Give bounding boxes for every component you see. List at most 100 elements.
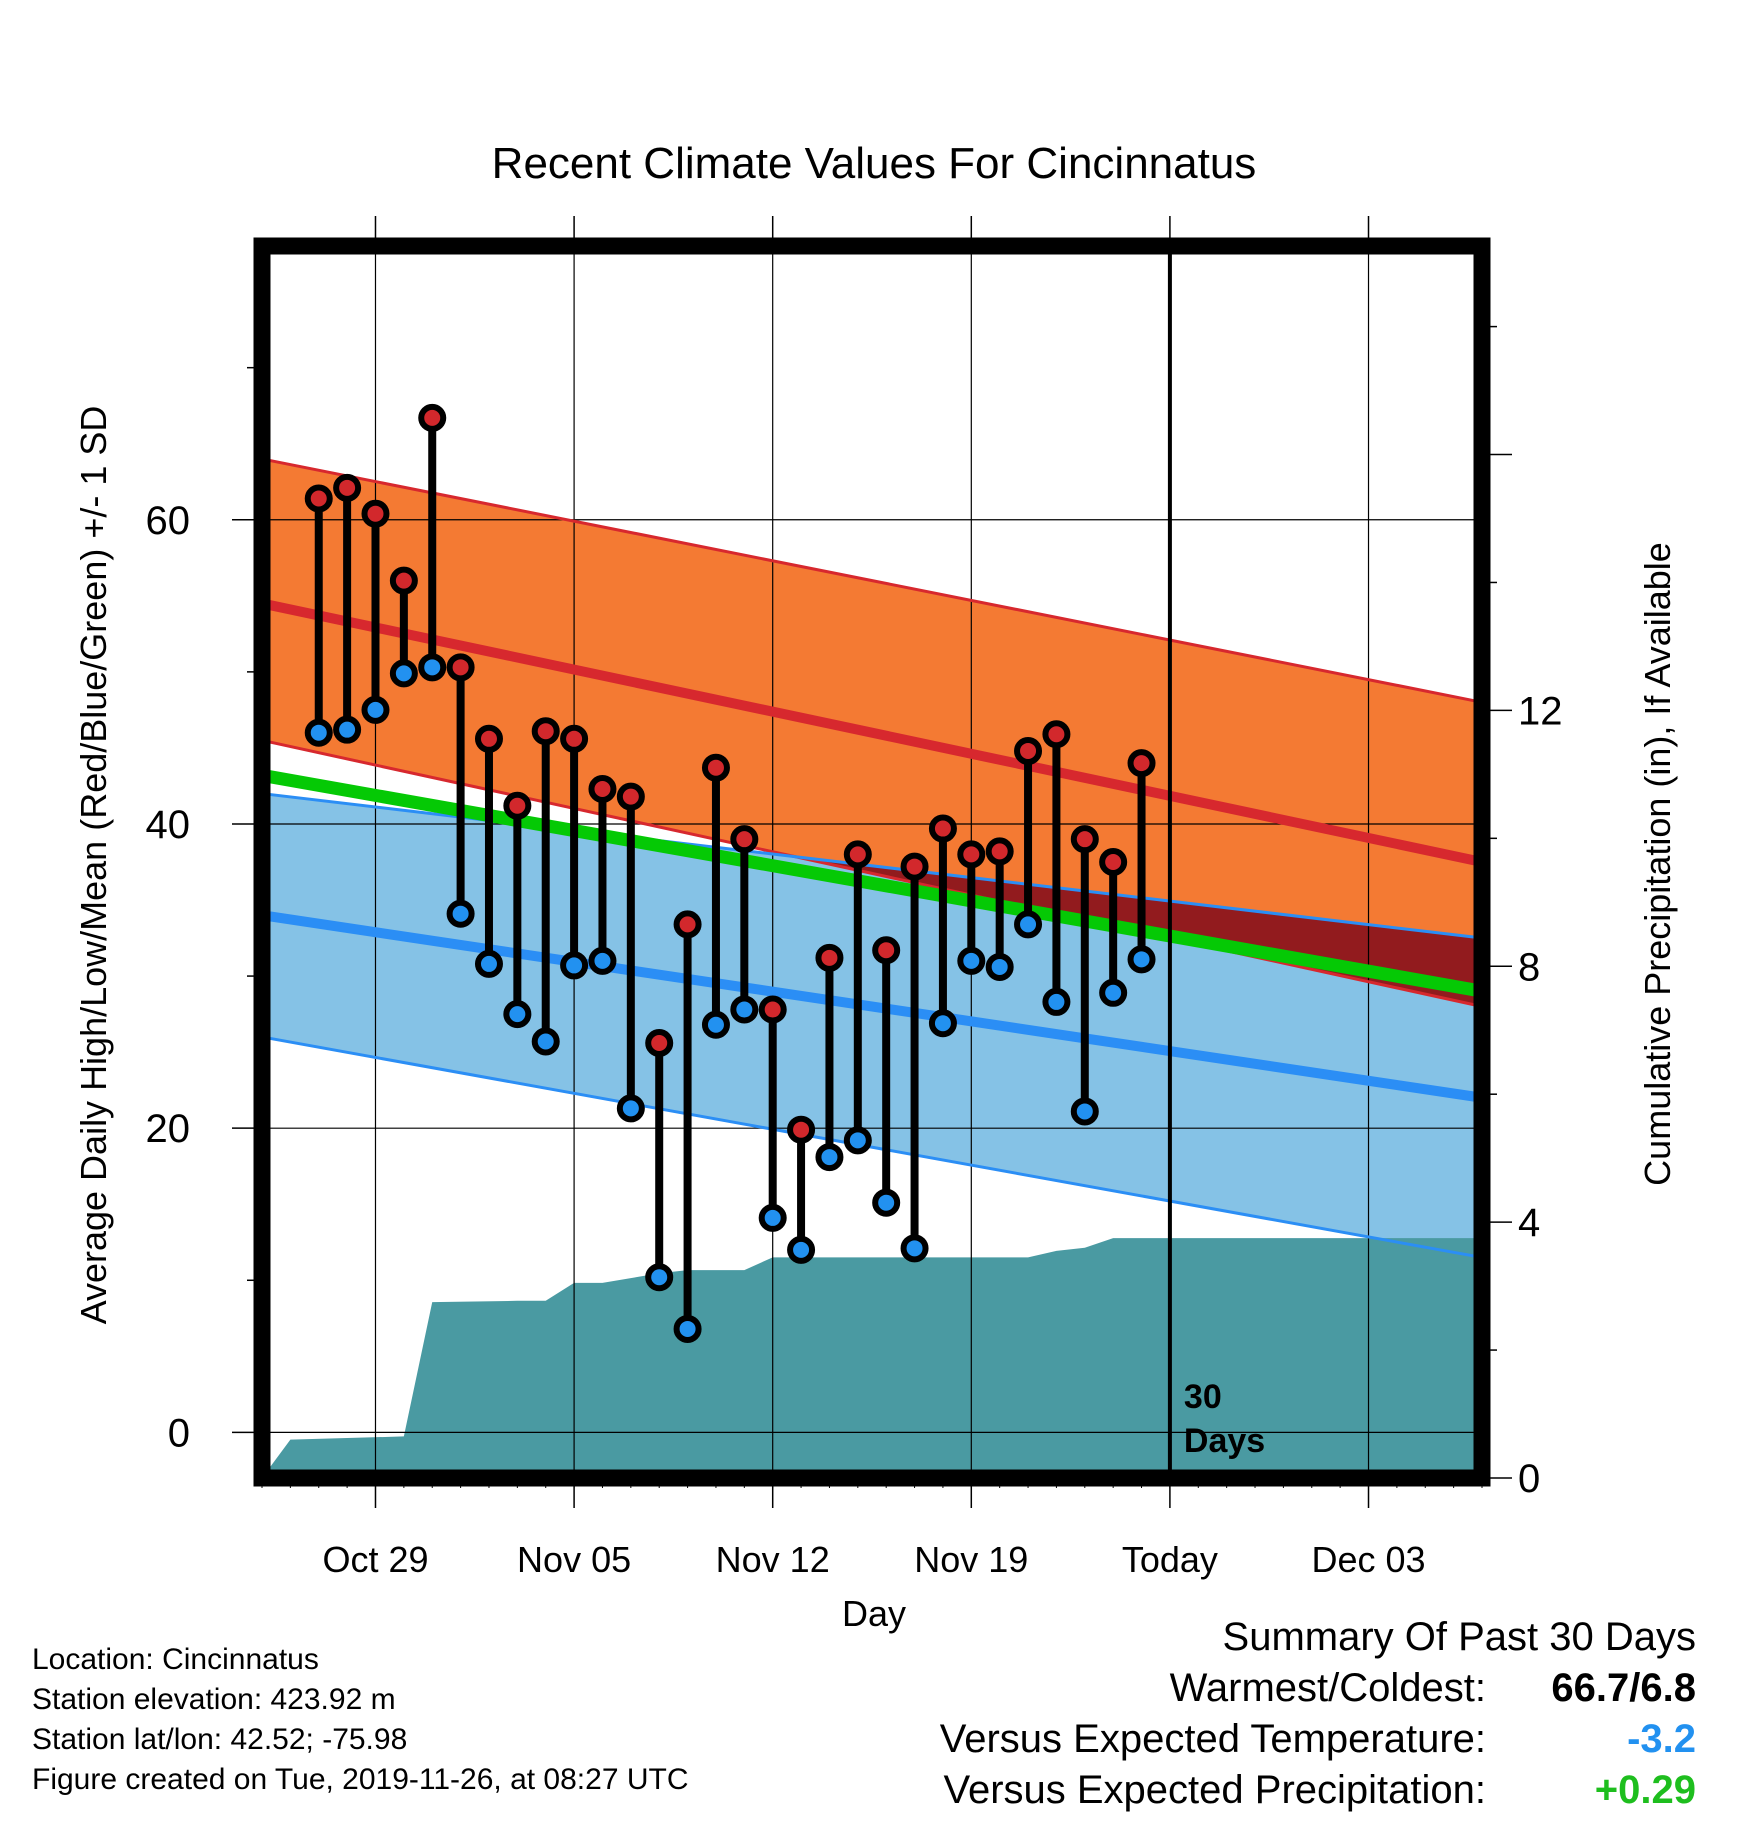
daily-low-point [843, 1126, 872, 1155]
y-axis-label-left: Average Daily High/Low/Mean (Red/Blue/Gr… [73, 406, 114, 1325]
daily-high-point [616, 782, 645, 811]
elevation-text: Station elevation: 423.92 m [32, 1683, 396, 1716]
x-axis-label: Day [842, 1593, 906, 1634]
daily-high-point [333, 473, 362, 502]
y-right-tick-label: 0 [1518, 1457, 1540, 1501]
y-left-tick-label: 0 [168, 1411, 190, 1455]
daily-low-point [418, 653, 447, 682]
daily-high-point [730, 825, 759, 854]
daily-low-point [787, 1235, 816, 1264]
daily-high-point [1014, 736, 1043, 765]
daily-low-point [389, 659, 418, 688]
daily-low-point [503, 1000, 532, 1029]
x-tick-label: Nov 12 [716, 1539, 830, 1580]
daily-low-point [333, 715, 362, 744]
daily-high-point [1127, 749, 1156, 778]
created-text: Figure created on Tue, 2019-11-26, at 08… [32, 1763, 689, 1796]
daily-low-point [1014, 910, 1043, 939]
precip-area [262, 1238, 1482, 1478]
daily-high-point [361, 499, 390, 528]
daily-low-point [957, 946, 986, 975]
daily-low-point [985, 952, 1014, 981]
warmest-value: 66.7/6.8 [1551, 1666, 1696, 1710]
daily-low-point [361, 695, 390, 724]
daily-high-point [446, 653, 475, 682]
daily-high-point [1042, 720, 1071, 749]
daily-high-point [758, 995, 787, 1024]
daily-high-point [531, 717, 560, 746]
daily-high-point [474, 724, 503, 753]
daily-high-point [815, 943, 844, 972]
daily-high-point [1070, 825, 1099, 854]
x-tick-label: Dec 03 [1311, 1539, 1425, 1580]
daily-high-point [418, 403, 447, 432]
latlon-text: Station lat/lon: 42.52; -75.98 [32, 1723, 408, 1756]
high-lower-line [261, 738, 1483, 1008]
y-right-tick-label: 8 [1518, 945, 1540, 989]
precip-departure-label: Versus Expected Precipitation: [943, 1768, 1486, 1812]
temp-departure-label: Versus Expected Temperature: [939, 1717, 1486, 1761]
daily-low-point [616, 1094, 645, 1123]
summary-panel: Summary Of Past 30 Days Warmest/Coldest:… [940, 1612, 1696, 1816]
plot-area: 30 Days [260, 246, 1484, 1478]
daily-low-point [758, 1203, 787, 1232]
daily-low-point [560, 951, 589, 980]
daily-low-point [872, 1188, 901, 1217]
average-mean-line [260, 768, 1484, 998]
daily-low-point [701, 1010, 730, 1039]
daily-low-point [304, 718, 333, 747]
temp-departure-value: -3.2 [1627, 1717, 1696, 1761]
daily-high-point [957, 840, 986, 869]
y-left-tick-label: 20 [146, 1107, 191, 1151]
location-text: Location: Cincinnatus [32, 1643, 319, 1676]
daily-high-point [503, 791, 532, 820]
daily-high-point [673, 910, 702, 939]
daily-high-point [900, 852, 929, 881]
daily-low-point [1099, 978, 1128, 1007]
daily-low-point [673, 1314, 702, 1343]
daily-high-point [701, 753, 730, 782]
daily-low-point [446, 899, 475, 928]
plot-frame [253, 237, 1491, 1487]
x-tick-label: Nov 05 [517, 1539, 631, 1580]
high-upper-line [261, 457, 1483, 704]
daily-low-point [1127, 945, 1156, 974]
y-left-tick-label: 60 [146, 499, 191, 543]
x-tick-label: Today [1122, 1539, 1218, 1580]
daily-low-point [900, 1234, 929, 1263]
y-left-tick-label: 40 [146, 803, 191, 847]
daily-high-point [872, 936, 901, 965]
summary-warmest-row: Warmest/Coldest: 66.7/6.8 [940, 1663, 1696, 1714]
summary-precip-row: Versus Expected Precipitation: +0.29 [940, 1765, 1696, 1816]
high-mean-line [260, 598, 1484, 867]
daily-low-point [531, 1027, 560, 1056]
low-mean-line [261, 910, 1483, 1103]
daily-low-point [815, 1143, 844, 1172]
precip-departure-value: +0.29 [1594, 1768, 1696, 1812]
daily-high-point [843, 840, 872, 869]
summary-temp-row: Versus Expected Temperature: -3.2 [940, 1714, 1696, 1765]
daily-low-point [588, 946, 617, 975]
daily-low-point [928, 1009, 957, 1038]
daily-high-point [560, 724, 589, 753]
low-lower-line [261, 1035, 1483, 1259]
y-right-tick-label: 12 [1518, 689, 1563, 733]
summary-title-text: Summary Of Past 30 Days [1222, 1615, 1696, 1659]
daily-high-point [645, 1028, 674, 1057]
summary-title: Summary Of Past 30 Days [940, 1612, 1696, 1663]
x-tick-label: Oct 29 [322, 1539, 428, 1580]
daily-high-point [588, 774, 617, 803]
chart-title: Recent Climate Values For Cincinnatus [492, 139, 1257, 188]
daily-low-point [645, 1263, 674, 1292]
daily-low-point [1070, 1097, 1099, 1126]
warmest-label: Warmest/Coldest: [1169, 1666, 1486, 1710]
y-right-tick-label: 4 [1518, 1201, 1540, 1245]
today-note-0: 30 [1184, 1378, 1222, 1416]
y-axis-label-right: Cumulative Precipitation (in), If Availa… [1637, 542, 1678, 1186]
daily-high-point [1099, 848, 1128, 876]
daily-high-point [304, 484, 333, 513]
daily-high-point [985, 837, 1014, 866]
daily-low-point [474, 949, 503, 978]
daily-high-point [928, 814, 957, 843]
